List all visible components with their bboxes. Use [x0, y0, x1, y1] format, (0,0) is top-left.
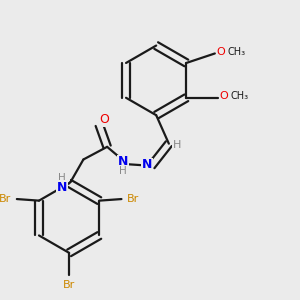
- Text: Br: Br: [63, 280, 75, 290]
- Text: CH₃: CH₃: [227, 47, 245, 57]
- Text: O: O: [219, 91, 228, 101]
- Text: H: H: [58, 173, 66, 184]
- Text: H: H: [172, 140, 181, 150]
- Text: N: N: [118, 155, 128, 168]
- Text: H: H: [119, 166, 127, 176]
- Text: CH₃: CH₃: [230, 91, 249, 101]
- Text: N: N: [57, 181, 67, 194]
- Text: Br: Br: [127, 194, 139, 204]
- Text: N: N: [142, 158, 152, 171]
- Text: O: O: [216, 47, 225, 57]
- Text: O: O: [99, 113, 109, 126]
- Text: Br: Br: [0, 194, 11, 204]
